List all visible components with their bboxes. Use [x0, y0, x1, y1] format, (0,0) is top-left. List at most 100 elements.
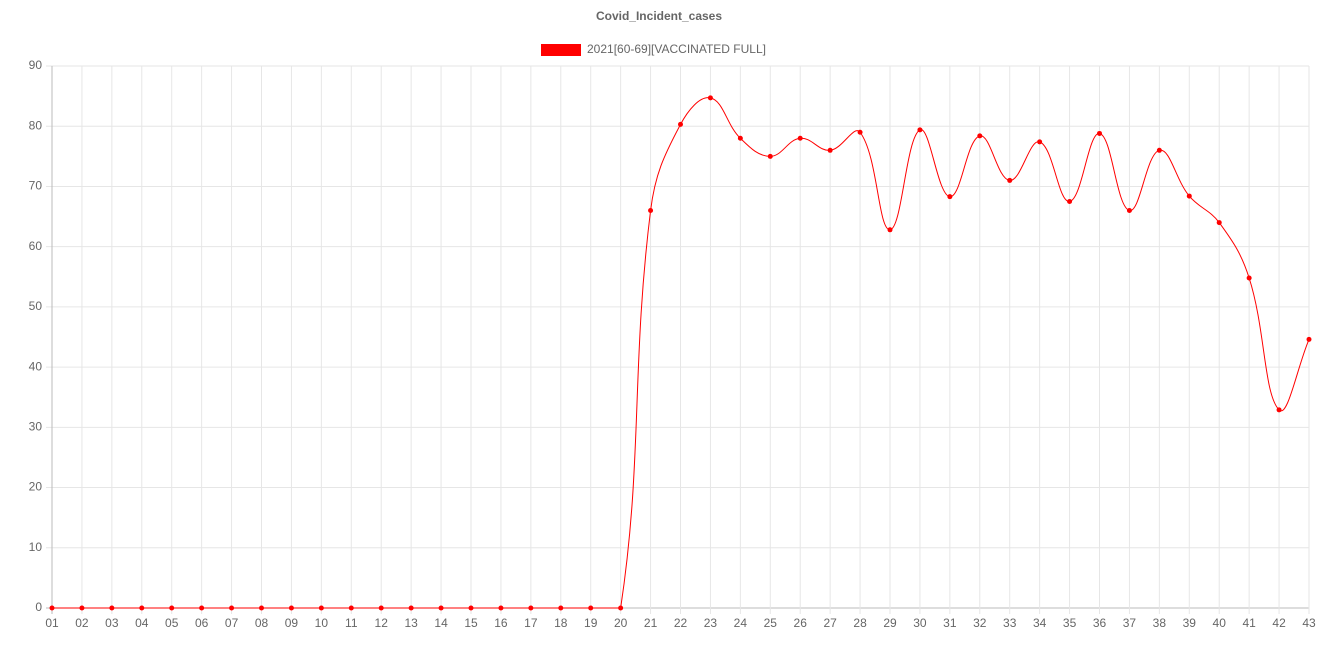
point: [1097, 130, 1102, 136]
x-tick-label: 30: [913, 616, 927, 630]
x-tick-label: 01: [45, 616, 59, 630]
y-tick-label: 50: [29, 299, 43, 313]
point: [109, 605, 115, 611]
x-tick-label: 03: [105, 616, 119, 630]
point: [229, 605, 235, 611]
x-tick-label: 36: [1093, 616, 1107, 630]
x-tick-label: 02: [75, 616, 89, 630]
y-tick-label: 30: [29, 420, 43, 434]
y-tick-label: 80: [29, 118, 43, 132]
x-tick-label: 14: [434, 616, 448, 630]
y-tick-label: 40: [29, 359, 43, 373]
x-tick-label: 11: [345, 616, 358, 630]
point: [199, 605, 205, 611]
chart-title: Covid_Incident_cases: [596, 9, 722, 23]
x-tick-label: 06: [195, 616, 209, 630]
point: [857, 129, 863, 135]
point: [498, 605, 504, 611]
point: [259, 605, 264, 611]
point: [947, 194, 953, 200]
point: [468, 605, 474, 611]
point: [1216, 220, 1222, 226]
x-tick-label: 15: [464, 616, 478, 630]
y-tick-label: 90: [29, 58, 43, 72]
x-tick-label: 24: [734, 616, 748, 630]
point: [737, 135, 743, 141]
x-tick-label: 17: [524, 616, 538, 630]
point: [1306, 336, 1312, 342]
x-tick-label: 35: [1063, 616, 1077, 630]
y-tick-label: 0: [35, 600, 42, 614]
point: [648, 208, 654, 214]
x-tick-label: 39: [1183, 616, 1197, 630]
legend-swatch: [541, 44, 581, 56]
y-tick-label: 60: [29, 239, 43, 253]
y-tick-label: 10: [29, 540, 43, 554]
point: [318, 605, 324, 611]
x-tick-label: 08: [255, 616, 269, 630]
point: [1067, 199, 1073, 204]
x-tick-label: 43: [1302, 616, 1316, 630]
x-tick-label: 21: [644, 616, 658, 630]
point: [767, 153, 773, 159]
point: [378, 605, 384, 611]
x-tick-label: 16: [494, 616, 508, 630]
point: [1037, 139, 1043, 145]
x-tick-label: 26: [794, 616, 808, 630]
x-tick-label: 05: [165, 616, 179, 630]
x-tick-label: 32: [973, 616, 987, 630]
x-tick-label: 19: [584, 616, 598, 630]
point: [79, 605, 85, 611]
x-tick-label: 34: [1033, 616, 1047, 630]
x-tick-label: 28: [853, 616, 867, 630]
y-tick-label: 70: [29, 179, 43, 193]
point: [1156, 147, 1162, 153]
x-tick-label: 07: [225, 616, 239, 630]
x-tick-label: 42: [1272, 616, 1286, 630]
point: [1186, 193, 1192, 199]
point: [678, 121, 683, 127]
x-tick-label: 25: [764, 616, 778, 630]
x-tick-label: 09: [285, 616, 299, 630]
x-tick-label: 33: [1003, 616, 1017, 630]
x-tick-label: 18: [554, 616, 568, 630]
point: [917, 127, 923, 133]
x-tick-label: 38: [1153, 616, 1167, 630]
point: [1126, 208, 1132, 214]
x-tick-label: 29: [883, 616, 897, 630]
x-tick-label: 13: [404, 616, 418, 630]
point: [438, 605, 444, 611]
x-tick-label: 12: [375, 616, 389, 630]
x-tick-label: 22: [674, 616, 688, 630]
point: [1246, 275, 1252, 281]
point: [618, 605, 624, 611]
x-tick-label: 31: [943, 616, 957, 630]
x-tick-label: 37: [1123, 616, 1137, 630]
point: [887, 227, 893, 233]
point: [49, 605, 55, 611]
x-tick-label: 27: [823, 616, 837, 630]
y-tick-label: 20: [29, 480, 43, 494]
point: [558, 605, 564, 611]
x-tick-label: 23: [704, 616, 718, 630]
x-tick-label: 40: [1213, 616, 1227, 630]
point: [797, 135, 803, 141]
point: [528, 605, 534, 611]
point: [588, 605, 594, 611]
point: [1007, 177, 1013, 183]
point: [288, 605, 294, 611]
x-tick-label: 04: [135, 616, 149, 630]
point: [707, 95, 713, 101]
x-tick-label: 20: [614, 616, 628, 630]
point: [827, 147, 833, 153]
point: [408, 605, 414, 611]
point: [1276, 407, 1282, 413]
legend-label: 2021[60-69][VACCINATED FULL]: [587, 42, 766, 56]
x-tick-label: 41: [1242, 616, 1256, 630]
point: [169, 605, 175, 611]
line: [51, 97, 1310, 609]
point: [139, 605, 145, 611]
point: [977, 133, 983, 139]
point: [348, 605, 354, 611]
